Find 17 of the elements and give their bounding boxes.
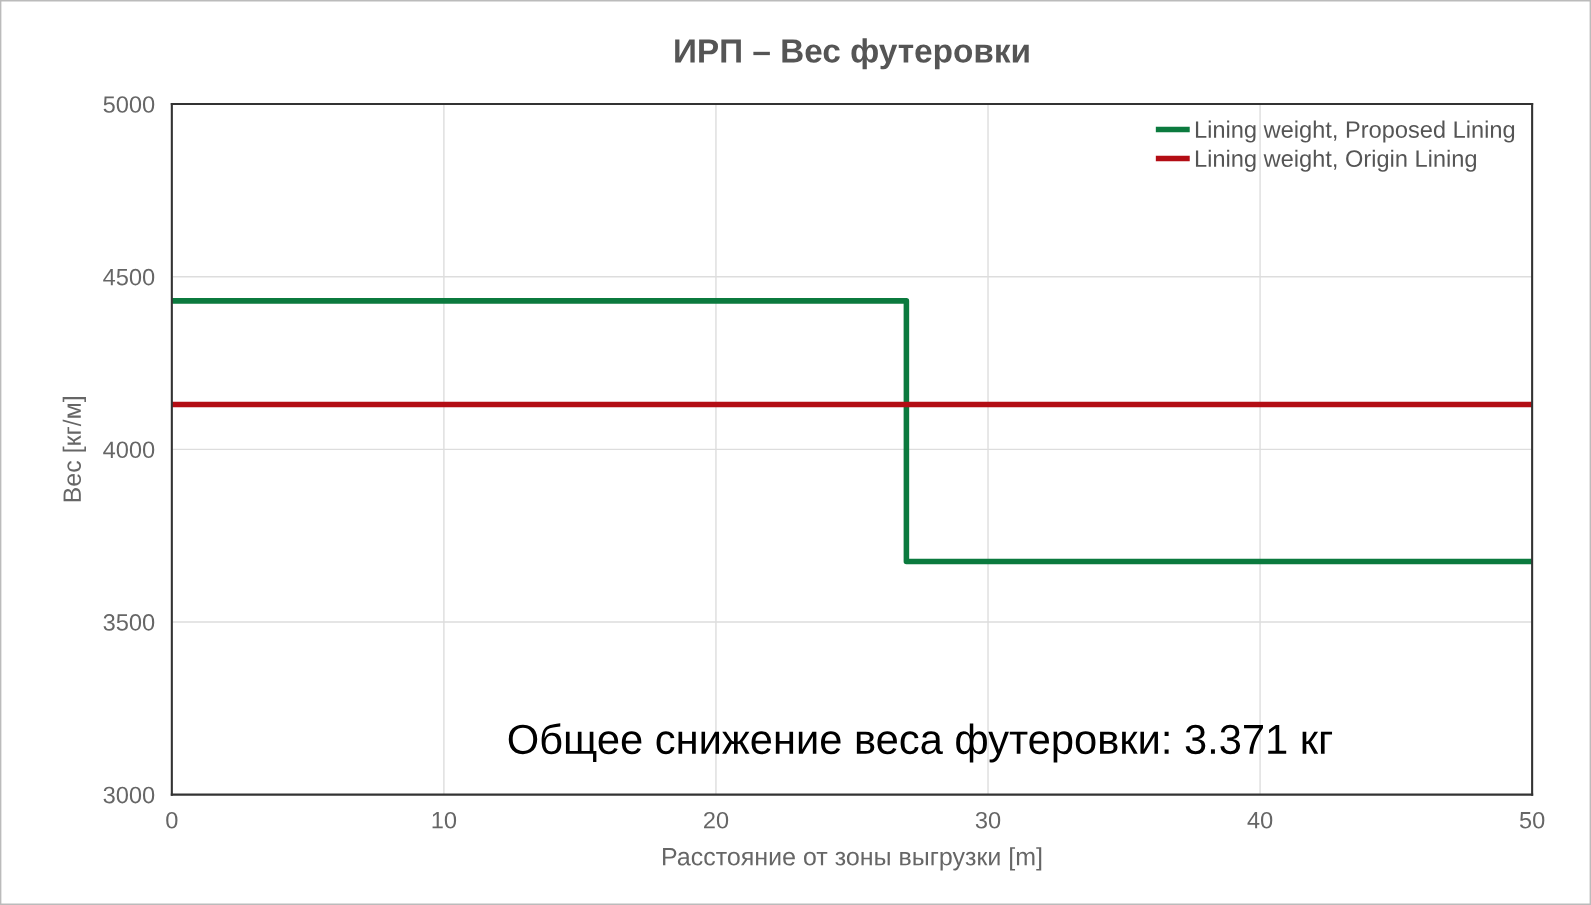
- x-tick-label: 30: [975, 811, 1001, 829]
- x-axis-title: Расстояние от зоны выгрузки [m]: [663, 847, 1042, 871]
- legend-label: Lining weight, Origin Lining: [1195, 149, 1477, 172]
- chart-title: ИРП – Вес футеровки: [675, 38, 1029, 70]
- x-tick-label: 0: [166, 811, 178, 829]
- x-tick-label: 50: [1519, 811, 1545, 829]
- y-tick-label: 4000: [103, 441, 155, 459]
- x-tick-label: 40: [1247, 811, 1273, 829]
- y-tick-label: 4500: [103, 268, 155, 286]
- x-tick-label: 20: [704, 811, 729, 829]
- x-tick-label: 10: [432, 811, 457, 829]
- y-tick-label: 3000: [103, 786, 155, 804]
- y-tick-label: 5000: [103, 96, 155, 113]
- annotation: Общее снижение веса футеровки: 3.371 кг: [508, 723, 1333, 763]
- legend-label: Lining weight, Proposed Lining: [1195, 120, 1515, 143]
- y-axis-title: Вес [кг/м]: [62, 397, 86, 502]
- y-tick-label: 3500: [103, 614, 155, 631]
